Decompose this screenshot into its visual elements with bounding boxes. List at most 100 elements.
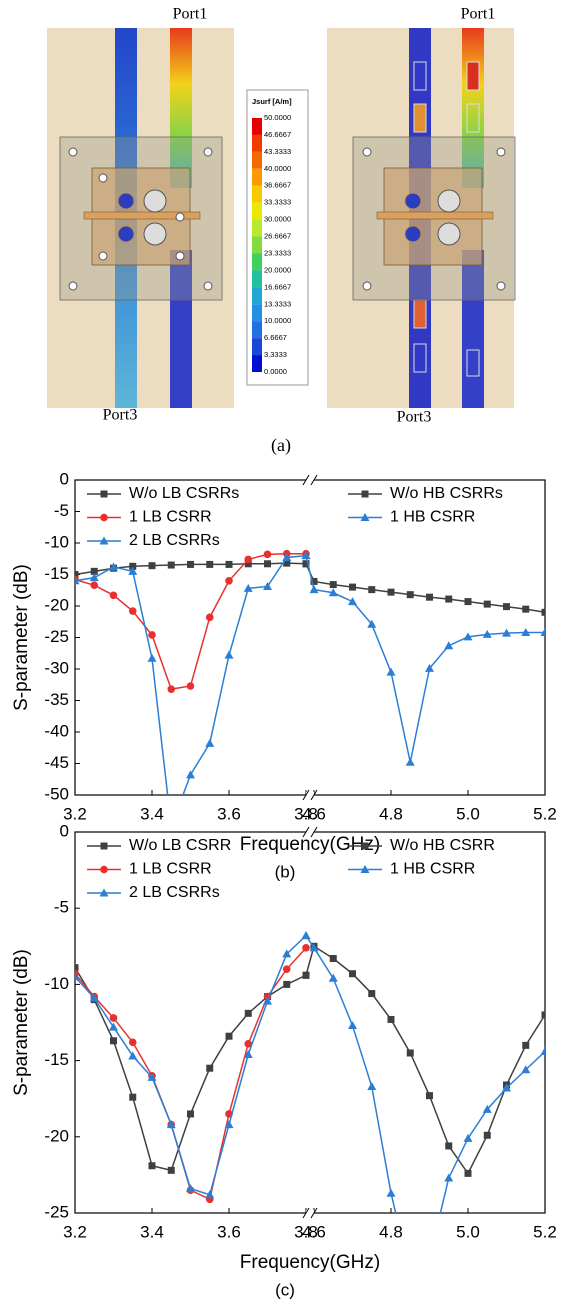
colorbar-label: 40.0000: [264, 164, 291, 173]
marker: [149, 1162, 156, 1169]
marker: [283, 981, 290, 988]
y-tick-label: -50: [44, 784, 69, 803]
port-label: Port3: [397, 409, 432, 426]
legend-label: W/o HB CSRRs: [390, 485, 503, 502]
colorbar-label: 10.0000: [264, 316, 291, 325]
marker: [387, 1189, 396, 1197]
colorbar-label: 30.0000: [264, 215, 291, 224]
marker: [330, 955, 337, 962]
marker: [503, 603, 510, 610]
series-line: [75, 554, 306, 689]
x-tick-label: 5.0: [456, 1222, 480, 1241]
series-line: [75, 556, 306, 827]
panel-caption: (a): [271, 435, 291, 456]
y-tick-label: 0: [60, 821, 69, 840]
marker: [264, 560, 271, 567]
marker: [406, 1269, 415, 1277]
marker: [302, 931, 311, 939]
x-axis-label: Frequency(GHz): [240, 834, 380, 855]
series-line: [75, 968, 306, 1171]
figure: Port1 Port3 Port1 Port3 (a) Jsurf [A/m] …: [0, 0, 561, 1313]
x-tick-label: 5.2: [533, 1222, 557, 1241]
colorbar: Jsurf [A/m] 50.000046.666743.333340.0000…: [247, 90, 308, 385]
marker: [187, 1110, 194, 1117]
legend-label: W/o LB CSRR: [129, 837, 231, 854]
marker: [225, 577, 233, 585]
marker: [302, 944, 310, 952]
marker: [388, 589, 395, 596]
marker: [110, 591, 118, 599]
marker: [148, 654, 157, 662]
colorbar-swatch: [252, 203, 262, 220]
legend-label: 2 LB CSRRs: [129, 884, 220, 901]
x-axis-label: Frequency(GHz): [240, 1252, 380, 1273]
colorbar-swatch: [252, 186, 262, 203]
series-line: [75, 936, 306, 1195]
y-tick-label: -20: [44, 1126, 69, 1145]
marker: [426, 594, 433, 601]
x-tick-label: 3.6: [217, 1222, 241, 1241]
marker: [464, 1134, 473, 1142]
y-tick-label: -15: [44, 1050, 69, 1069]
marker: [206, 1065, 213, 1072]
marker: [303, 972, 310, 979]
marker: [407, 591, 414, 598]
marker: [149, 562, 156, 569]
y-tick-label: -30: [44, 658, 69, 677]
marker: [444, 641, 453, 649]
colorbar-label: 33.3333: [264, 198, 291, 207]
legend-label: 1 LB CSRR: [129, 509, 212, 526]
marker: [310, 585, 319, 593]
colorbar-label: 23.3333: [264, 248, 291, 257]
colorbar-swatch: [252, 135, 262, 152]
colorbar-label: 36.6667: [264, 181, 291, 190]
y-axis-label: S-parameter (dB): [11, 949, 32, 1096]
colorbar-swatch: [252, 287, 262, 304]
y-tick-label: -20: [44, 595, 69, 614]
marker: [263, 582, 272, 590]
marker: [522, 606, 529, 613]
marker: [283, 965, 291, 973]
x-tick-label: 4.6: [302, 804, 326, 823]
colorbar-swatch: [252, 304, 262, 321]
series-line: [75, 948, 306, 1199]
colorbar-swatch: [252, 220, 262, 237]
colorbar-label: 16.6667: [264, 282, 291, 291]
marker: [148, 631, 156, 639]
colorbar-swatch: [252, 355, 262, 372]
series-line: [306, 946, 545, 1173]
marker: [349, 970, 356, 977]
marker: [245, 1010, 252, 1017]
marker: [225, 1120, 234, 1128]
colorbar-swatch: [252, 338, 262, 355]
marker: [368, 586, 375, 593]
x-tick-label: 4.8: [379, 1222, 403, 1241]
x-tick-label: 3.6: [217, 804, 241, 823]
marker: [348, 597, 357, 605]
colorbar-label: 20.0000: [264, 265, 291, 274]
x-tick-label: 3.4: [140, 804, 164, 823]
x-tick-label: 5.2: [533, 804, 557, 823]
y-tick-label: -10: [44, 532, 69, 551]
x-tick-label: 3.2: [63, 1222, 87, 1241]
field-plot-left: [47, 28, 234, 408]
x-tick-label: 4.6: [302, 1222, 326, 1241]
marker: [101, 843, 108, 850]
colorbar-title: Jsurf [A/m]: [252, 97, 292, 106]
marker: [264, 551, 272, 559]
marker: [110, 1014, 118, 1022]
panel-caption: (b): [275, 862, 296, 881]
y-tick-label: -25: [44, 627, 69, 646]
colorbar-label: 6.6667: [264, 333, 287, 342]
marker: [109, 1023, 118, 1031]
marker: [362, 491, 369, 498]
series-line: [306, 936, 545, 1274]
marker: [187, 561, 194, 568]
marker: [407, 1049, 414, 1056]
marker: [225, 651, 234, 659]
field-plot-right: [327, 28, 515, 408]
legend-label: 1 LB CSRR: [129, 861, 212, 878]
marker: [205, 739, 214, 747]
